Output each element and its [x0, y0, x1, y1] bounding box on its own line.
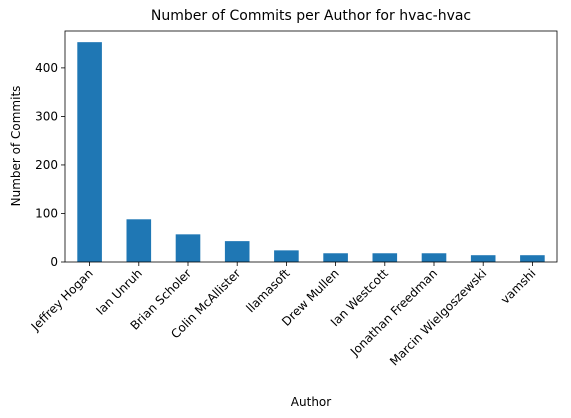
bar-4 — [274, 250, 299, 262]
bar-6 — [372, 253, 398, 262]
bar-0 — [77, 42, 102, 262]
bar-5 — [323, 253, 348, 262]
y-tick-label-3: 300 — [35, 109, 58, 123]
y-axis: 0 100 200 300 400 — [35, 61, 65, 269]
y-tick-label-0: 0 — [50, 255, 58, 269]
bar-2 — [175, 234, 201, 262]
bar-9 — [520, 255, 545, 262]
plot-frame — [64, 30, 558, 263]
x-tick-label-1: Ian Unruh — [93, 266, 145, 318]
y-axis-label: Number of Commits — [9, 86, 23, 207]
y-tick-label-1: 100 — [35, 206, 58, 220]
x-tick-label-9: vamshi — [498, 266, 539, 307]
x-axis-label: Author — [291, 395, 331, 409]
bars — [77, 42, 545, 262]
bar-8 — [470, 255, 496, 262]
y-tick-label-2: 200 — [35, 158, 58, 172]
bar-3 — [224, 241, 250, 262]
bar-7 — [421, 253, 447, 262]
y-tick-label-4: 400 — [35, 61, 58, 75]
x-tick-label-7: Jonathan Freedman — [347, 266, 440, 359]
bar-1 — [126, 219, 152, 262]
x-tick-label-4: llamasoft — [243, 266, 292, 315]
x-tick-label-8: Marcin Wielgoszewski — [387, 266, 489, 368]
x-tick-label-0: Jeffrey Hogan — [28, 266, 96, 334]
chart-title: Number of Commits per Author for hvac-hv… — [151, 8, 471, 24]
